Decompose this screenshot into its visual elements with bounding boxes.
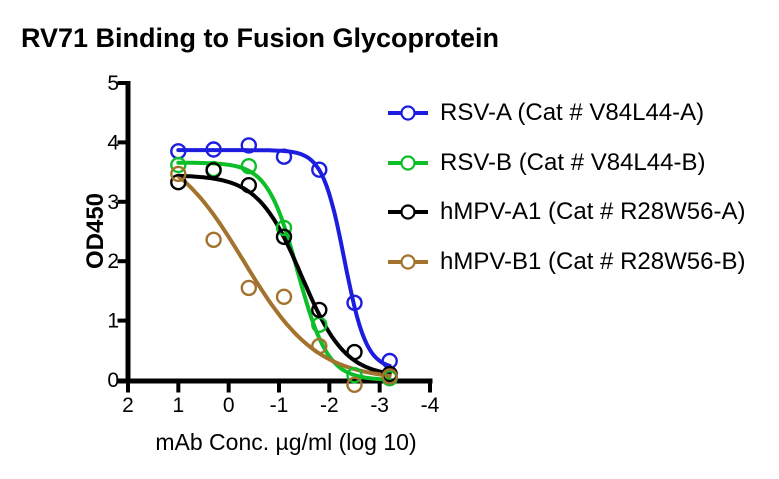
legend-item-rsv-a: RSV-A (Cat # V84L44-A) — [387, 99, 745, 127]
marker-rsv-a — [205, 141, 222, 158]
marker-hmpv-b1 — [311, 337, 328, 355]
marker-rsv-b — [170, 156, 187, 174]
legend-label-rsv-b: RSV-B (Cat # V84L44-B) — [440, 148, 706, 176]
y-tick-label: 4 — [107, 131, 119, 154]
legend-label-hmpv-a1: hMPV-A1 (Cat # R28W56-A) — [440, 198, 746, 225]
x-tick-label: -4 — [421, 394, 440, 417]
curve-rsv-a — [176, 148, 392, 368]
marker-hmpv-a1 — [275, 228, 293, 246]
marker-rsv-a — [240, 137, 258, 154]
marker-rsv-a — [346, 294, 363, 311]
x-tick-label: 2 — [122, 394, 134, 417]
x-axis-title: mAb Conc. µg/ml (log 10) — [155, 429, 417, 455]
marker-rsv-b — [275, 219, 293, 237]
marker-hmpv-b1 — [346, 376, 363, 393]
curve-hmpv-a1 — [176, 173, 392, 376]
x-tick-label: -3 — [370, 394, 389, 417]
marker-hmpv-a1 — [240, 176, 258, 194]
legend-label-hmpv-b1: hMPV-B1 (Cat # R28W56-B) — [440, 247, 746, 275]
y-tick-label: 1 — [107, 310, 119, 333]
marker-rsv-a — [275, 148, 293, 165]
marker-rsv-b — [346, 367, 363, 384]
y-tick-label: 2 — [107, 250, 119, 273]
marker-hmpv-b1 — [240, 279, 258, 297]
legend-item-hmpv-b1: hMPV-B1 (Cat # R28W56-B) — [387, 248, 745, 276]
x-tick-label: -2 — [320, 394, 339, 417]
legend-item-hmpv-a1: hMPV-A1 (Cat # R28W56-A) — [387, 198, 745, 226]
y-tick-label: 0 — [107, 369, 119, 392]
legend-label-rsv-a: RSV-A (Cat # V84L44-A) — [440, 99, 705, 126]
legend-line-circle-icon — [388, 154, 428, 171]
y-tick-label: 5 — [107, 72, 119, 95]
x-tick-label: 0 — [223, 394, 235, 417]
marker-hmpv-a1 — [205, 162, 222, 179]
x-tick-label: -1 — [270, 394, 289, 417]
marker-rsv-a — [311, 161, 328, 178]
y-axis-title: OD450 — [82, 192, 109, 270]
chart-title: RV71 Binding to Fusion Glycoprotein — [21, 23, 500, 53]
marker-hmpv-a1 — [311, 301, 328, 319]
marker-hmpv-a1 — [170, 173, 187, 191]
y-tick-label: 3 — [107, 191, 119, 214]
legend: RSV-A (Cat # V84L44-A) RSV-B (Cat # V84L… — [387, 99, 745, 276]
marker-rsv-b — [240, 157, 258, 175]
marker-hmpv-b1 — [381, 368, 398, 385]
legend-item-rsv-b: RSV-B (Cat # V84L44-B) — [387, 149, 745, 177]
legend-line-circle-icon — [388, 253, 428, 270]
x-tick-label: 1 — [172, 394, 184, 417]
legend-line-circle-icon — [388, 204, 428, 220]
marker-hmpv-b1 — [205, 231, 222, 249]
marker-hmpv-a1 — [346, 343, 363, 361]
legend-line-circle-icon — [388, 105, 428, 121]
marker-hmpv-b1 — [170, 165, 187, 183]
marker-hmpv-b1 — [275, 288, 293, 305]
